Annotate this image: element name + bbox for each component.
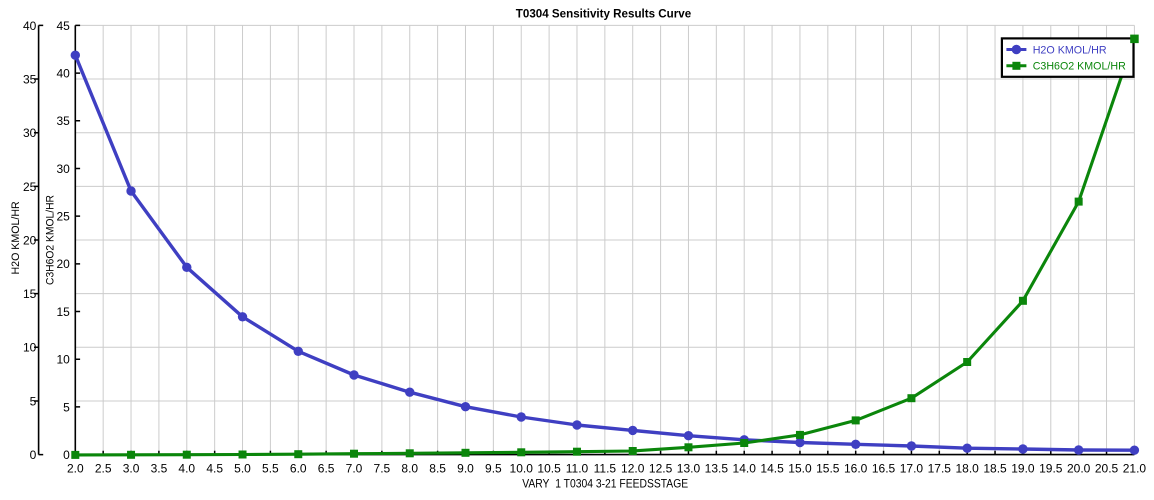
- svg-text:11.5: 11.5: [594, 461, 617, 475]
- svg-text:11.0: 11.0: [566, 461, 589, 475]
- svg-text:25: 25: [23, 180, 37, 194]
- svg-text:15.5: 15.5: [816, 461, 840, 475]
- svg-text:C3H6O2 KMOL/HR: C3H6O2 KMOL/HR: [45, 195, 57, 285]
- svg-text:13.0: 13.0: [677, 461, 701, 475]
- svg-text:5.0: 5.0: [234, 461, 251, 475]
- svg-text:2.5: 2.5: [95, 461, 112, 475]
- svg-text:20.0: 20.0: [1067, 461, 1091, 475]
- svg-text:15: 15: [23, 287, 37, 301]
- svg-text:6.5: 6.5: [318, 461, 335, 475]
- svg-text:5: 5: [63, 400, 70, 414]
- svg-text:14.0: 14.0: [733, 461, 757, 475]
- svg-text:40: 40: [23, 19, 37, 33]
- svg-text:35: 35: [56, 114, 70, 128]
- svg-text:35: 35: [23, 72, 37, 86]
- svg-text:5.5: 5.5: [262, 461, 279, 475]
- svg-text:20: 20: [23, 233, 37, 247]
- svg-text:40: 40: [56, 66, 70, 80]
- svg-text:21.0: 21.0: [1123, 461, 1147, 475]
- svg-text:18.5: 18.5: [983, 461, 1007, 475]
- svg-text:7.0: 7.0: [346, 461, 363, 475]
- svg-text:VARY 1 T0304 3-21 FEEDSSTAGE: VARY 1 T0304 3-21 FEEDSSTAGE: [522, 477, 688, 491]
- svg-text:10.5: 10.5: [537, 461, 561, 475]
- svg-text:5: 5: [30, 394, 37, 408]
- svg-text:3.5: 3.5: [151, 461, 168, 475]
- svg-text:9.5: 9.5: [485, 461, 502, 475]
- svg-text:9.0: 9.0: [457, 461, 474, 475]
- svg-text:4.0: 4.0: [178, 461, 195, 475]
- svg-text:16.0: 16.0: [844, 461, 868, 475]
- svg-text:H2O KMOL/HR: H2O KMOL/HR: [10, 201, 22, 274]
- svg-text:2.0: 2.0: [67, 461, 84, 475]
- svg-text:4.5: 4.5: [206, 461, 223, 475]
- svg-text:12.5: 12.5: [649, 461, 673, 475]
- svg-text:20.5: 20.5: [1095, 461, 1119, 475]
- svg-text:10.0: 10.0: [510, 461, 534, 475]
- svg-text:T0304 Sensitivity Results Curv: T0304 Sensitivity Results Curve: [516, 6, 692, 20]
- svg-text:25: 25: [56, 210, 70, 224]
- svg-text:30: 30: [23, 126, 37, 140]
- svg-text:C3H6O2 KMOL/HR: C3H6O2 KMOL/HR: [1033, 61, 1126, 73]
- svg-text:19.5: 19.5: [1039, 461, 1063, 475]
- svg-text:8.0: 8.0: [401, 461, 418, 475]
- svg-text:19.0: 19.0: [1011, 461, 1035, 475]
- svg-text:45: 45: [56, 19, 70, 33]
- svg-text:0: 0: [30, 448, 37, 462]
- svg-text:13.5: 13.5: [705, 461, 729, 475]
- svg-text:16.5: 16.5: [872, 461, 896, 475]
- svg-text:3.0: 3.0: [123, 461, 140, 475]
- svg-text:17.0: 17.0: [900, 461, 924, 475]
- svg-text:30: 30: [56, 162, 70, 176]
- svg-text:10: 10: [56, 353, 70, 367]
- svg-text:7.5: 7.5: [374, 461, 391, 475]
- svg-text:10: 10: [23, 341, 37, 355]
- svg-text:17.5: 17.5: [928, 461, 952, 475]
- svg-text:H2O KMOL/HR: H2O KMOL/HR: [1033, 44, 1107, 56]
- svg-text:8.5: 8.5: [429, 461, 446, 475]
- svg-text:12.0: 12.0: [621, 461, 645, 475]
- svg-text:15.0: 15.0: [788, 461, 812, 475]
- svg-text:15: 15: [56, 305, 70, 319]
- svg-text:14.5: 14.5: [760, 461, 784, 475]
- svg-text:0: 0: [63, 448, 70, 462]
- svg-text:18.0: 18.0: [955, 461, 979, 475]
- svg-text:20: 20: [56, 257, 70, 271]
- svg-text:6.0: 6.0: [290, 461, 307, 475]
